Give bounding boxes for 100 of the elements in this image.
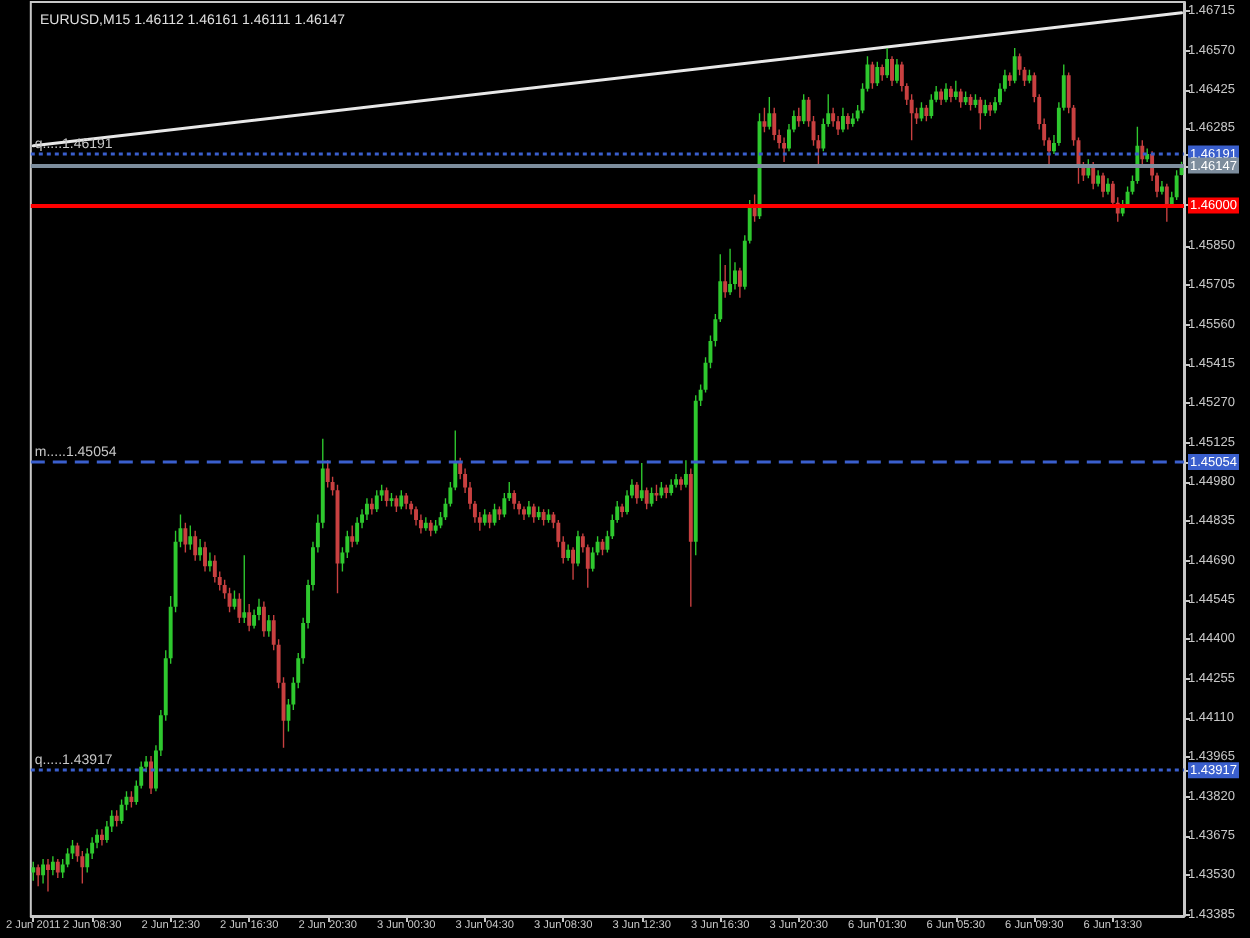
- candlestick: [423, 517, 428, 531]
- candlestick: [664, 484, 669, 499]
- candlestick: [183, 522, 188, 553]
- candlestick: [649, 487, 654, 507]
- candlestick: [482, 509, 487, 526]
- candlestick: [119, 799, 124, 824]
- candlestick: [885, 48, 890, 78]
- candlestick: [875, 61, 880, 87]
- candlestick: [924, 105, 929, 122]
- candlestick: [232, 590, 237, 610]
- candlestick: [669, 479, 674, 496]
- candlestick: [355, 517, 360, 545]
- candlestick: [1105, 178, 1110, 195]
- candlestick: [497, 506, 502, 521]
- candlestick: [620, 503, 625, 518]
- candlestick: [840, 107, 845, 133]
- candlestick: [978, 96, 983, 130]
- candlestick: [433, 520, 438, 534]
- candlestick: [399, 490, 404, 510]
- candlestick: [247, 604, 252, 632]
- candlestick: [149, 755, 153, 794]
- candlestick: [870, 61, 875, 89]
- candlestick: [944, 83, 948, 103]
- candlestick: [679, 476, 683, 491]
- candlestick: [99, 829, 104, 846]
- candlestick: [659, 482, 664, 499]
- candlestick: [973, 94, 978, 108]
- candlestick: [369, 498, 374, 515]
- candlestick: [880, 64, 885, 81]
- candlestick: [384, 487, 389, 507]
- candlestick: [929, 94, 934, 119]
- candlestick: [1027, 69, 1032, 84]
- candlestick: [418, 514, 423, 534]
- candlestick: [571, 547, 576, 580]
- candlestick: [1096, 170, 1101, 187]
- candlestick: [688, 468, 693, 607]
- candlestick: [531, 503, 536, 523]
- candlestick: [850, 113, 855, 127]
- candlestick: [1101, 172, 1105, 198]
- candlestick: [46, 859, 50, 892]
- candlestick: [80, 850, 85, 884]
- candlestick: [193, 530, 198, 561]
- candlestick: [988, 102, 993, 116]
- candlestick: [261, 601, 266, 637]
- candlestick: [541, 509, 546, 526]
- candlestick: [737, 267, 742, 298]
- candlestick: [958, 88, 963, 108]
- candlestick: [212, 555, 217, 583]
- candlestick: [723, 265, 728, 298]
- candlestick: [374, 490, 379, 512]
- candlestick: [36, 864, 41, 887]
- candlestick: [894, 58, 899, 84]
- candlestick: [364, 498, 369, 521]
- candlestick: [1007, 72, 1012, 87]
- candlestick: [266, 614, 271, 637]
- candlestick: [50, 856, 55, 876]
- candlestick: [188, 525, 193, 550]
- candlestick: [939, 88, 944, 106]
- candlestick: [683, 460, 688, 488]
- candlestick: [948, 86, 953, 103]
- candlestick: [782, 137, 787, 163]
- candlestick: [207, 552, 212, 572]
- candlestick: [428, 520, 433, 537]
- candlestick: [890, 56, 894, 87]
- candlestick: [536, 506, 541, 521]
- candlestick: [237, 593, 242, 624]
- candlestick: [522, 506, 526, 521]
- candlestick: [203, 541, 207, 572]
- candlestick: [325, 460, 330, 488]
- candlestick: [487, 511, 492, 529]
- candlestick: [55, 859, 60, 879]
- candlestick: [566, 544, 571, 561]
- candlestick: [350, 525, 355, 548]
- candlestick: [772, 107, 777, 141]
- candlestick: [831, 107, 836, 127]
- candlestick: [836, 115, 840, 135]
- candlestick: [227, 587, 232, 613]
- candlestick: [674, 473, 679, 488]
- candlestick: [31, 861, 36, 881]
- candlestick: [576, 530, 580, 567]
- candlestick: [728, 248, 733, 295]
- candlestick: [1012, 48, 1017, 84]
- candlestick: [1174, 170, 1179, 200]
- candlestick: [1159, 181, 1164, 195]
- candlestick: [801, 94, 806, 125]
- candlestick: [394, 495, 399, 512]
- candlestick: [414, 506, 418, 526]
- candlestick: [983, 99, 988, 116]
- candlestick: [512, 490, 517, 510]
- candlestick: [1164, 183, 1169, 222]
- candlestick: [198, 539, 203, 561]
- candlestick: [845, 113, 850, 130]
- candlestick: [767, 96, 772, 130]
- candlestick: [41, 859, 46, 884]
- candlestick: [257, 598, 261, 621]
- candlestick: [404, 492, 409, 510]
- candlestick: [953, 80, 958, 100]
- candlestick: [526, 501, 531, 518]
- candlestick: [634, 482, 639, 504]
- candlestick: [644, 487, 649, 510]
